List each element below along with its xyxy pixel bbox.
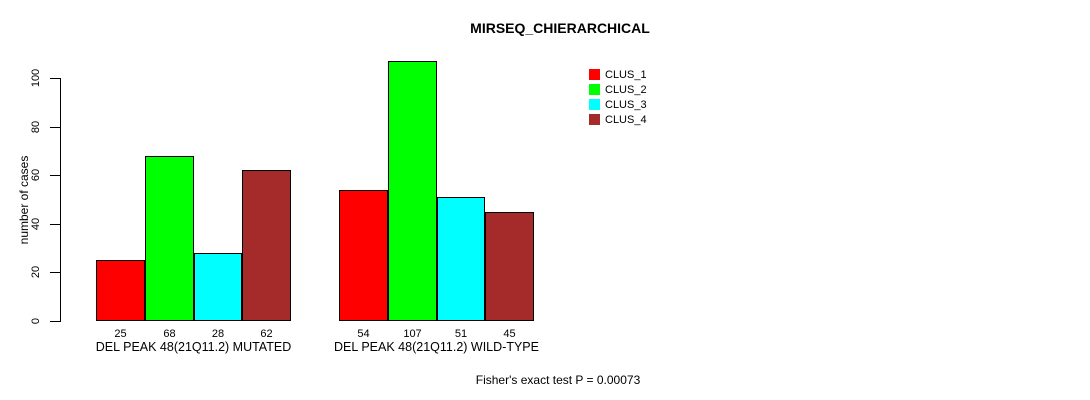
y-axis-tick-label: 40 [30, 217, 42, 231]
y-axis-tick [50, 127, 61, 128]
bar-value-label: 45 [503, 328, 516, 340]
chart-title: MIRSEQ_CHIERARCHICAL [470, 20, 650, 36]
legend-item: CLUS_2 [589, 82, 647, 97]
legend-color-swatch [589, 69, 600, 80]
legend-item-label: CLUS_2 [605, 83, 647, 96]
y-axis-line [60, 79, 61, 322]
y-axis-tick [50, 321, 61, 322]
legend-item: CLUS_1 [589, 67, 647, 82]
y-axis-label: number of cases [17, 155, 31, 245]
legend-color-swatch [589, 84, 600, 95]
bar-CLUS_4-group-2 [485, 212, 534, 321]
y-axis-tick [50, 78, 61, 79]
y-axis-tick-label: 60 [30, 168, 42, 182]
legend-item: CLUS_3 [589, 97, 647, 112]
y-axis-tick [50, 224, 61, 225]
bar-value-label: 68 [163, 328, 176, 340]
legend: CLUS_1 CLUS_2 CLUS_3 CLUS_4 [589, 67, 647, 127]
y-axis-tick-label: 100 [30, 68, 42, 88]
y-axis-tick-label: 0 [30, 317, 42, 325]
y-axis-tick-label: 80 [30, 120, 42, 134]
bar-value-label: 28 [211, 328, 225, 340]
x-category-label: DEL PEAK 48(21Q11.2) MUTATED [95, 340, 292, 354]
legend-color-swatch [589, 99, 600, 110]
bar-value-label: 107 [403, 328, 422, 340]
bar-value-label: 25 [114, 328, 127, 340]
y-axis-tick [50, 272, 61, 273]
legend-item: CLUS_4 [589, 112, 647, 127]
legend-item-label: CLUS_1 [605, 68, 647, 81]
bar-value-label: 62 [260, 328, 273, 340]
bar-CLUS_1-group-2 [339, 190, 388, 321]
bar-CLUS_4-group-1 [242, 170, 291, 321]
y-axis-tick-label: 20 [30, 265, 42, 279]
legend-item-label: CLUS_4 [605, 113, 647, 126]
bar-CLUS_3-group-2 [437, 197, 485, 321]
legend-item-label: CLUS_3 [605, 98, 647, 111]
bar-CLUS_3-group-1 [194, 253, 242, 321]
bar-value-label: 54 [357, 328, 370, 340]
bar-CLUS_2-group-2 [388, 61, 437, 321]
x-category-label: DEL PEAK 48(21Q11.2) WILD-TYPE [334, 340, 539, 354]
bar-CLUS_2-group-1 [145, 156, 194, 321]
y-axis-tick [50, 175, 61, 176]
bar-CLUS_1-group-1 [96, 260, 145, 321]
fisher-test-annotation: Fisher's exact test P = 0.00073 [475, 373, 641, 387]
legend-color-swatch [589, 114, 600, 125]
bar-value-label: 51 [454, 328, 468, 340]
